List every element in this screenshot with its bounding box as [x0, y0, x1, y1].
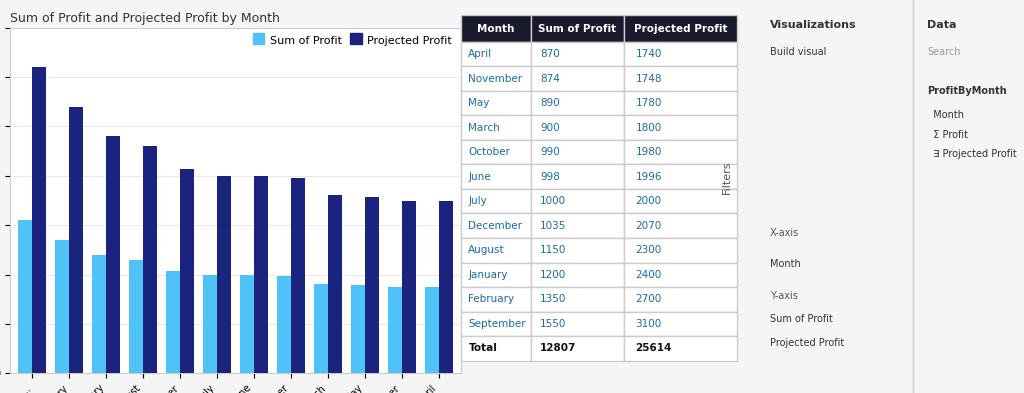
Legend: Sum of Profit, Projected Profit: Sum of Profit, Projected Profit: [250, 33, 456, 50]
Bar: [129, 260, 143, 373]
Bar: [365, 197, 379, 373]
Bar: [328, 195, 342, 373]
Bar: [203, 275, 217, 373]
Bar: [18, 220, 33, 373]
Text: Month: Month: [770, 259, 801, 269]
Bar: [92, 255, 106, 373]
Bar: [166, 271, 180, 373]
Bar: [313, 285, 328, 373]
Text: Σ Profit: Σ Profit: [928, 130, 969, 140]
Text: Projected Profit: Projected Profit: [770, 338, 844, 348]
Text: ProfitByMonth: ProfitByMonth: [928, 86, 1007, 96]
Bar: [33, 67, 46, 373]
Bar: [388, 287, 401, 373]
Text: Y-axis: Y-axis: [770, 291, 798, 301]
Text: Data: Data: [928, 20, 956, 29]
Bar: [217, 176, 231, 373]
Bar: [143, 146, 158, 373]
Text: Build visual: Build visual: [770, 47, 826, 57]
Text: Visualizations: Visualizations: [770, 20, 856, 29]
Bar: [401, 201, 416, 373]
Bar: [180, 169, 195, 373]
Bar: [240, 275, 254, 373]
Bar: [70, 107, 83, 373]
Text: Month: Month: [928, 110, 965, 120]
Bar: [55, 240, 70, 373]
Text: Sum of Profit: Sum of Profit: [770, 314, 833, 324]
Text: Search: Search: [928, 47, 961, 57]
Bar: [438, 202, 453, 373]
Text: Sum of Profit and Projected Profit by Month: Sum of Profit and Projected Profit by Mo…: [10, 12, 281, 25]
Bar: [351, 285, 365, 373]
Bar: [291, 178, 305, 373]
Bar: [276, 275, 291, 373]
Bar: [425, 287, 438, 373]
Bar: [254, 176, 268, 373]
Text: X-axis: X-axis: [770, 228, 799, 238]
Text: ∃ Projected Profit: ∃ Projected Profit: [928, 149, 1017, 159]
Bar: [106, 136, 120, 373]
Text: Filters: Filters: [722, 160, 732, 194]
